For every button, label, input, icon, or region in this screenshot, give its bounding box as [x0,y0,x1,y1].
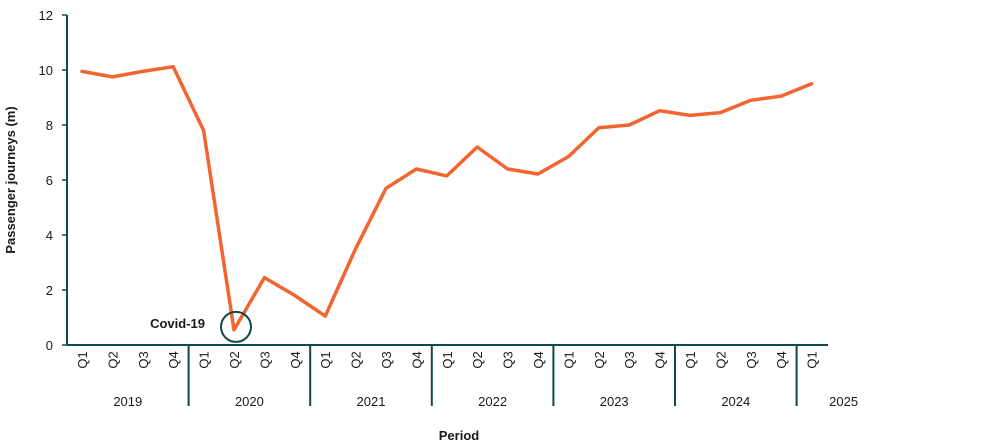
x-tick-label: Q4 [774,351,789,368]
y-axis-title: Passenger journeys (m) [3,106,18,253]
x-tick-label: Q2 [713,351,728,368]
y-tick-label: 8 [46,118,53,133]
year-label: 2022 [478,394,507,409]
year-label: 2019 [113,394,142,409]
x-tick-label: Q1 [683,351,698,368]
x-tick-label: Q2 [227,351,242,368]
year-label: 2020 [235,394,264,409]
series-line [80,64,814,332]
x-tick-label: Q4 [409,351,424,368]
annotation-layer: Covid-19 [150,310,252,343]
x-tick-label: Q1 [440,351,455,368]
x-tick-label: Q3 [622,351,637,368]
x-axis: Q1 Q2 Q3 Q4 Q1 Q2 Q3 Q4 Q1 Q2 Q3 Q4 Q1 Q2 Q3 Q4 Q1 Q2 Q3 Q4… [67,344,858,409]
series-layer [80,64,814,332]
x-tick-label: Q1 [561,351,576,368]
x-tick-label: Q3 [501,351,516,368]
x-tick-label: Q3 [744,351,759,368]
x-tick-label: Q1 [805,351,820,368]
y-tick-label: 0 [46,338,53,353]
x-tick-label: Q3 [257,351,272,368]
x-tick-label: Q1 [197,351,212,368]
year-label: 2021 [357,394,386,409]
y-tick-label: 12 [39,8,53,23]
x-tick-label: Q3 [379,351,394,368]
x-tick-label: Q2 [592,351,607,368]
y-tick-label: 6 [46,173,53,188]
annotation-circle [220,310,252,343]
x-tick-label: Q1 [318,351,333,368]
y-tick-label: 2 [46,283,53,298]
year-label: 2025 [829,394,858,409]
x-tick-label: Q4 [166,351,181,368]
x-tick-label: Q4 [531,351,546,368]
annotation-label: Covid-19 [150,316,205,331]
x-tick-label: Q4 [653,351,668,368]
x-tick-label: Q2 [349,351,364,368]
y-axis: 0 2 4 6 8 10 12 [39,8,68,353]
x-tick-label: Q4 [288,351,303,368]
x-tick-label: Q2 [470,351,485,368]
y-tick-label: 4 [46,228,53,243]
x-tick-label: Q3 [136,351,151,368]
year-label: 2024 [721,394,750,409]
x-axis-title: Period [439,428,480,443]
y-tick-label: 10 [39,63,53,78]
year-label: 2023 [600,394,629,409]
x-tick-label: Q2 [105,351,120,368]
x-tick-label: Q1 [75,351,90,368]
